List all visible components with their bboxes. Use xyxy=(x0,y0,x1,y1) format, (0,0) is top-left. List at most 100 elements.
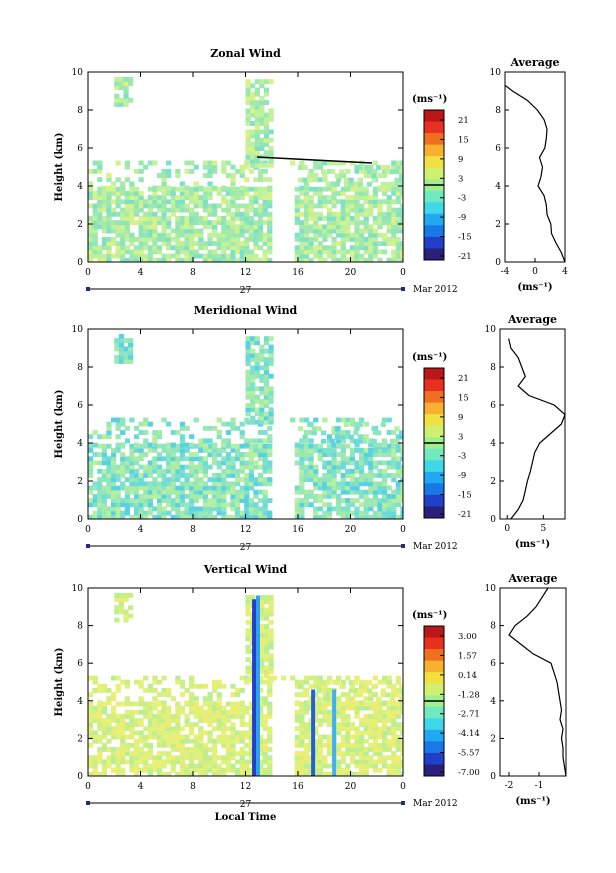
field-cell xyxy=(395,759,402,765)
field-cell xyxy=(193,701,199,707)
field-cell xyxy=(184,220,190,226)
field-cell xyxy=(129,726,135,732)
field-cell xyxy=(354,164,360,170)
field-cell xyxy=(198,763,204,769)
field-cell xyxy=(152,759,158,765)
field-cell xyxy=(106,759,112,765)
field-cell xyxy=(257,506,264,512)
field-cell xyxy=(336,442,342,448)
field-cell xyxy=(377,489,383,495)
field-cell xyxy=(395,199,402,205)
field-cell xyxy=(400,224,403,230)
field-cell xyxy=(391,688,397,693)
field-cell xyxy=(317,452,323,457)
field-cell xyxy=(399,173,403,179)
field-cell xyxy=(331,216,337,221)
field-cell xyxy=(179,249,186,255)
field-cell xyxy=(363,421,369,427)
field-cell xyxy=(382,489,388,495)
field-cell xyxy=(207,253,213,259)
field-cell xyxy=(349,160,356,166)
field-cell xyxy=(147,203,153,209)
field-cell xyxy=(230,464,236,470)
field-cell xyxy=(235,493,241,499)
field-cell xyxy=(88,241,94,246)
field-cell xyxy=(221,705,227,711)
field-cell xyxy=(106,249,112,255)
field-cell xyxy=(161,493,167,499)
field-cell xyxy=(267,498,273,503)
field-cell xyxy=(88,216,94,221)
field-cell xyxy=(377,726,383,732)
field-cell xyxy=(156,514,163,519)
field-cell xyxy=(363,498,369,503)
x-tick-label: 4 xyxy=(138,525,144,535)
field-cell xyxy=(267,688,273,693)
field-cell xyxy=(340,473,346,478)
field-cell xyxy=(189,464,195,470)
field-cell xyxy=(377,485,383,491)
field-cell xyxy=(268,611,274,617)
field-cell xyxy=(120,249,126,255)
field-cell xyxy=(239,498,245,503)
field-cell xyxy=(340,199,346,205)
field-cell xyxy=(88,232,94,238)
average-y-tick-label: 6 xyxy=(490,659,496,669)
field-cell xyxy=(230,232,236,238)
field-cell xyxy=(161,468,167,474)
field-cell xyxy=(198,236,204,242)
field-cell xyxy=(400,705,403,711)
field-cell xyxy=(248,481,255,487)
field-cell xyxy=(161,705,167,711)
field-cell xyxy=(303,709,310,715)
field-cell xyxy=(313,506,319,512)
field-cell xyxy=(110,514,117,519)
field-cell xyxy=(170,245,176,251)
field-cell xyxy=(386,485,392,491)
field-cell xyxy=(322,718,328,723)
field-cell xyxy=(308,216,314,221)
field-cell xyxy=(303,195,310,200)
field-cell xyxy=(152,734,158,740)
field-cell xyxy=(268,336,274,342)
colorbar-swatch xyxy=(424,706,444,719)
field-cell xyxy=(101,688,108,693)
field-cell xyxy=(179,510,186,516)
field-cell xyxy=(235,771,241,776)
field-cell xyxy=(106,460,112,466)
field-cell xyxy=(359,510,365,516)
field-cell xyxy=(166,730,172,736)
field-cell xyxy=(156,173,163,178)
field-cell xyxy=(202,257,209,262)
field-cell xyxy=(263,116,270,122)
field-cell xyxy=(184,160,190,166)
field-cell xyxy=(391,211,397,217)
field-cell xyxy=(138,679,144,685)
field-cell xyxy=(202,442,209,448)
field-cell xyxy=(101,452,108,457)
colorbar-swatch xyxy=(424,483,444,496)
field-cell xyxy=(133,722,140,728)
field-cell xyxy=(357,688,363,694)
field-cell xyxy=(391,759,397,765)
field-cell xyxy=(317,477,323,483)
field-cell xyxy=(400,477,403,483)
field-cell xyxy=(248,456,255,462)
field-cell xyxy=(254,133,260,139)
field-cell xyxy=(359,236,365,242)
field-cell xyxy=(120,253,126,259)
field-cell xyxy=(198,232,204,238)
field-cell xyxy=(230,481,236,487)
field-cell xyxy=(359,232,365,238)
field-cell xyxy=(345,696,351,702)
field-cell xyxy=(262,207,268,213)
field-cell xyxy=(189,460,195,466)
field-cell xyxy=(170,726,176,732)
field-cell xyxy=(106,425,112,431)
field-cell xyxy=(353,692,359,698)
field-cell xyxy=(244,460,250,466)
field-cell xyxy=(386,207,392,213)
average-y-tick-label: 6 xyxy=(490,401,496,411)
field-cell xyxy=(170,460,176,466)
colorbar-swatch xyxy=(424,190,444,203)
